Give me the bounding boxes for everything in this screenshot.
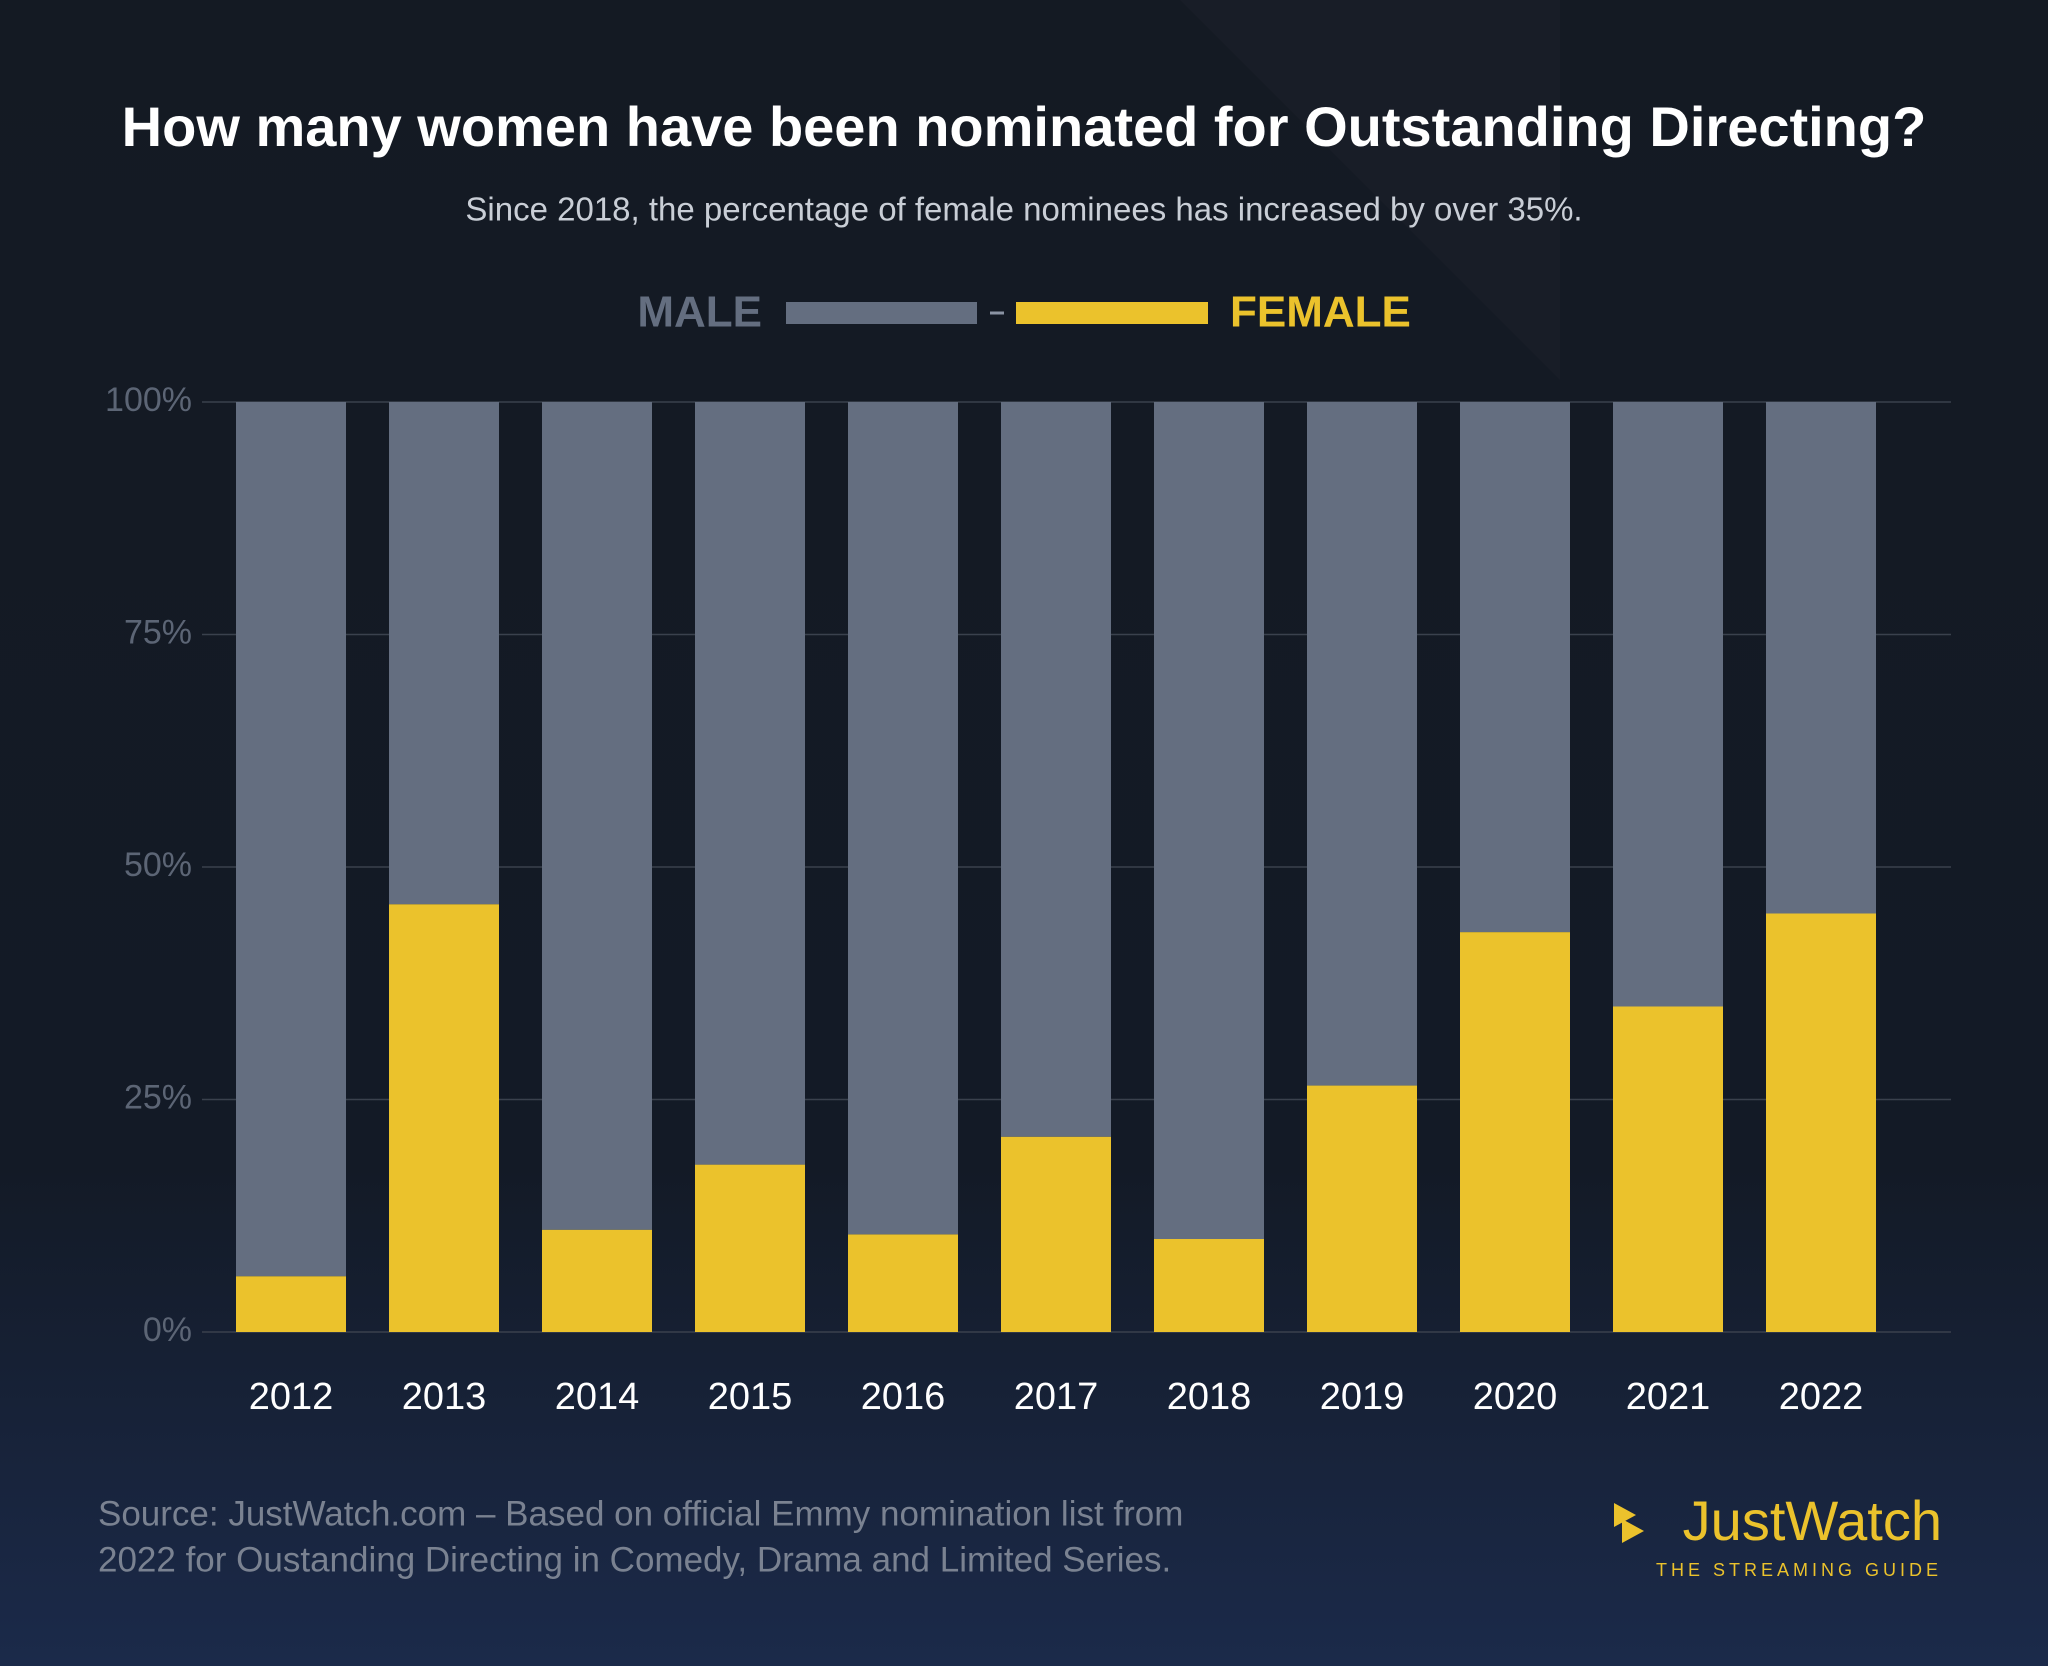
bar-segment [389,402,499,905]
bar-segment [1460,402,1570,933]
bar-segment [848,1234,958,1332]
bar-segment [1154,1239,1264,1332]
bar-segment [1307,1085,1417,1332]
bar-segment [1460,932,1570,1332]
y-tick-label: 75% [124,613,192,651]
legend-swatch [1016,302,1208,324]
bar-segment [695,402,805,1165]
y-tick-label: 25% [124,1078,192,1116]
logo: JustWatch THE STREAMING GUIDE [1614,1489,1942,1580]
logo-tagline: THE STREAMING GUIDE [1656,1560,1942,1580]
bar-segment [695,1164,805,1332]
bar-segment [1613,1006,1723,1332]
y-tick-label: 50% [124,846,192,884]
bar-segment [1613,402,1723,1007]
x-tick-label: 2017 [1014,1376,1099,1418]
legend-label: MALE [637,288,762,337]
source-line: 2022 for Oustanding Directing in Comedy,… [98,1540,1171,1579]
logo-icon [1622,1519,1644,1543]
background-shape [1180,0,1560,380]
x-tick-label: 2022 [1779,1376,1864,1418]
x-tick-label: 2019 [1320,1376,1405,1418]
bar-segment [1001,1136,1111,1332]
x-tick-label: 2015 [708,1376,793,1418]
bar-segment [848,402,958,1235]
chart-title: How many women have been nominated for O… [122,95,1927,158]
bar-segment [1307,402,1417,1086]
bar-segment [542,402,652,1230]
x-tick-label: 2012 [249,1376,334,1418]
source-line: Source: JustWatch.com – Based on officia… [98,1494,1183,1533]
bar-segment [236,402,346,1277]
legend-label: FEMALE [1230,288,1411,337]
x-tick-label: 2016 [861,1376,946,1418]
logo-name: JustWatch [1683,1489,1942,1552]
bar-segment [542,1229,652,1332]
legend-swatch [786,302,977,324]
y-tick-label: 0% [143,1311,192,1349]
bar-segment [1766,913,1876,1332]
logo-icon [1614,1503,1636,1527]
x-tick-label: 2013 [402,1376,487,1418]
bar-segment [389,904,499,1332]
bar-segment [1766,402,1876,914]
bar-segment [236,1276,346,1332]
chart-subtitle: Since 2018, the percentage of female nom… [465,191,1582,228]
bar-segment [1154,402,1264,1239]
y-tick-label: 100% [105,381,192,419]
x-tick-label: 2021 [1626,1376,1711,1418]
x-tick-label: 2014 [555,1376,640,1418]
x-tick-label: 2020 [1473,1376,1558,1418]
bar-segment [1001,402,1111,1137]
x-tick-label: 2018 [1167,1376,1252,1418]
